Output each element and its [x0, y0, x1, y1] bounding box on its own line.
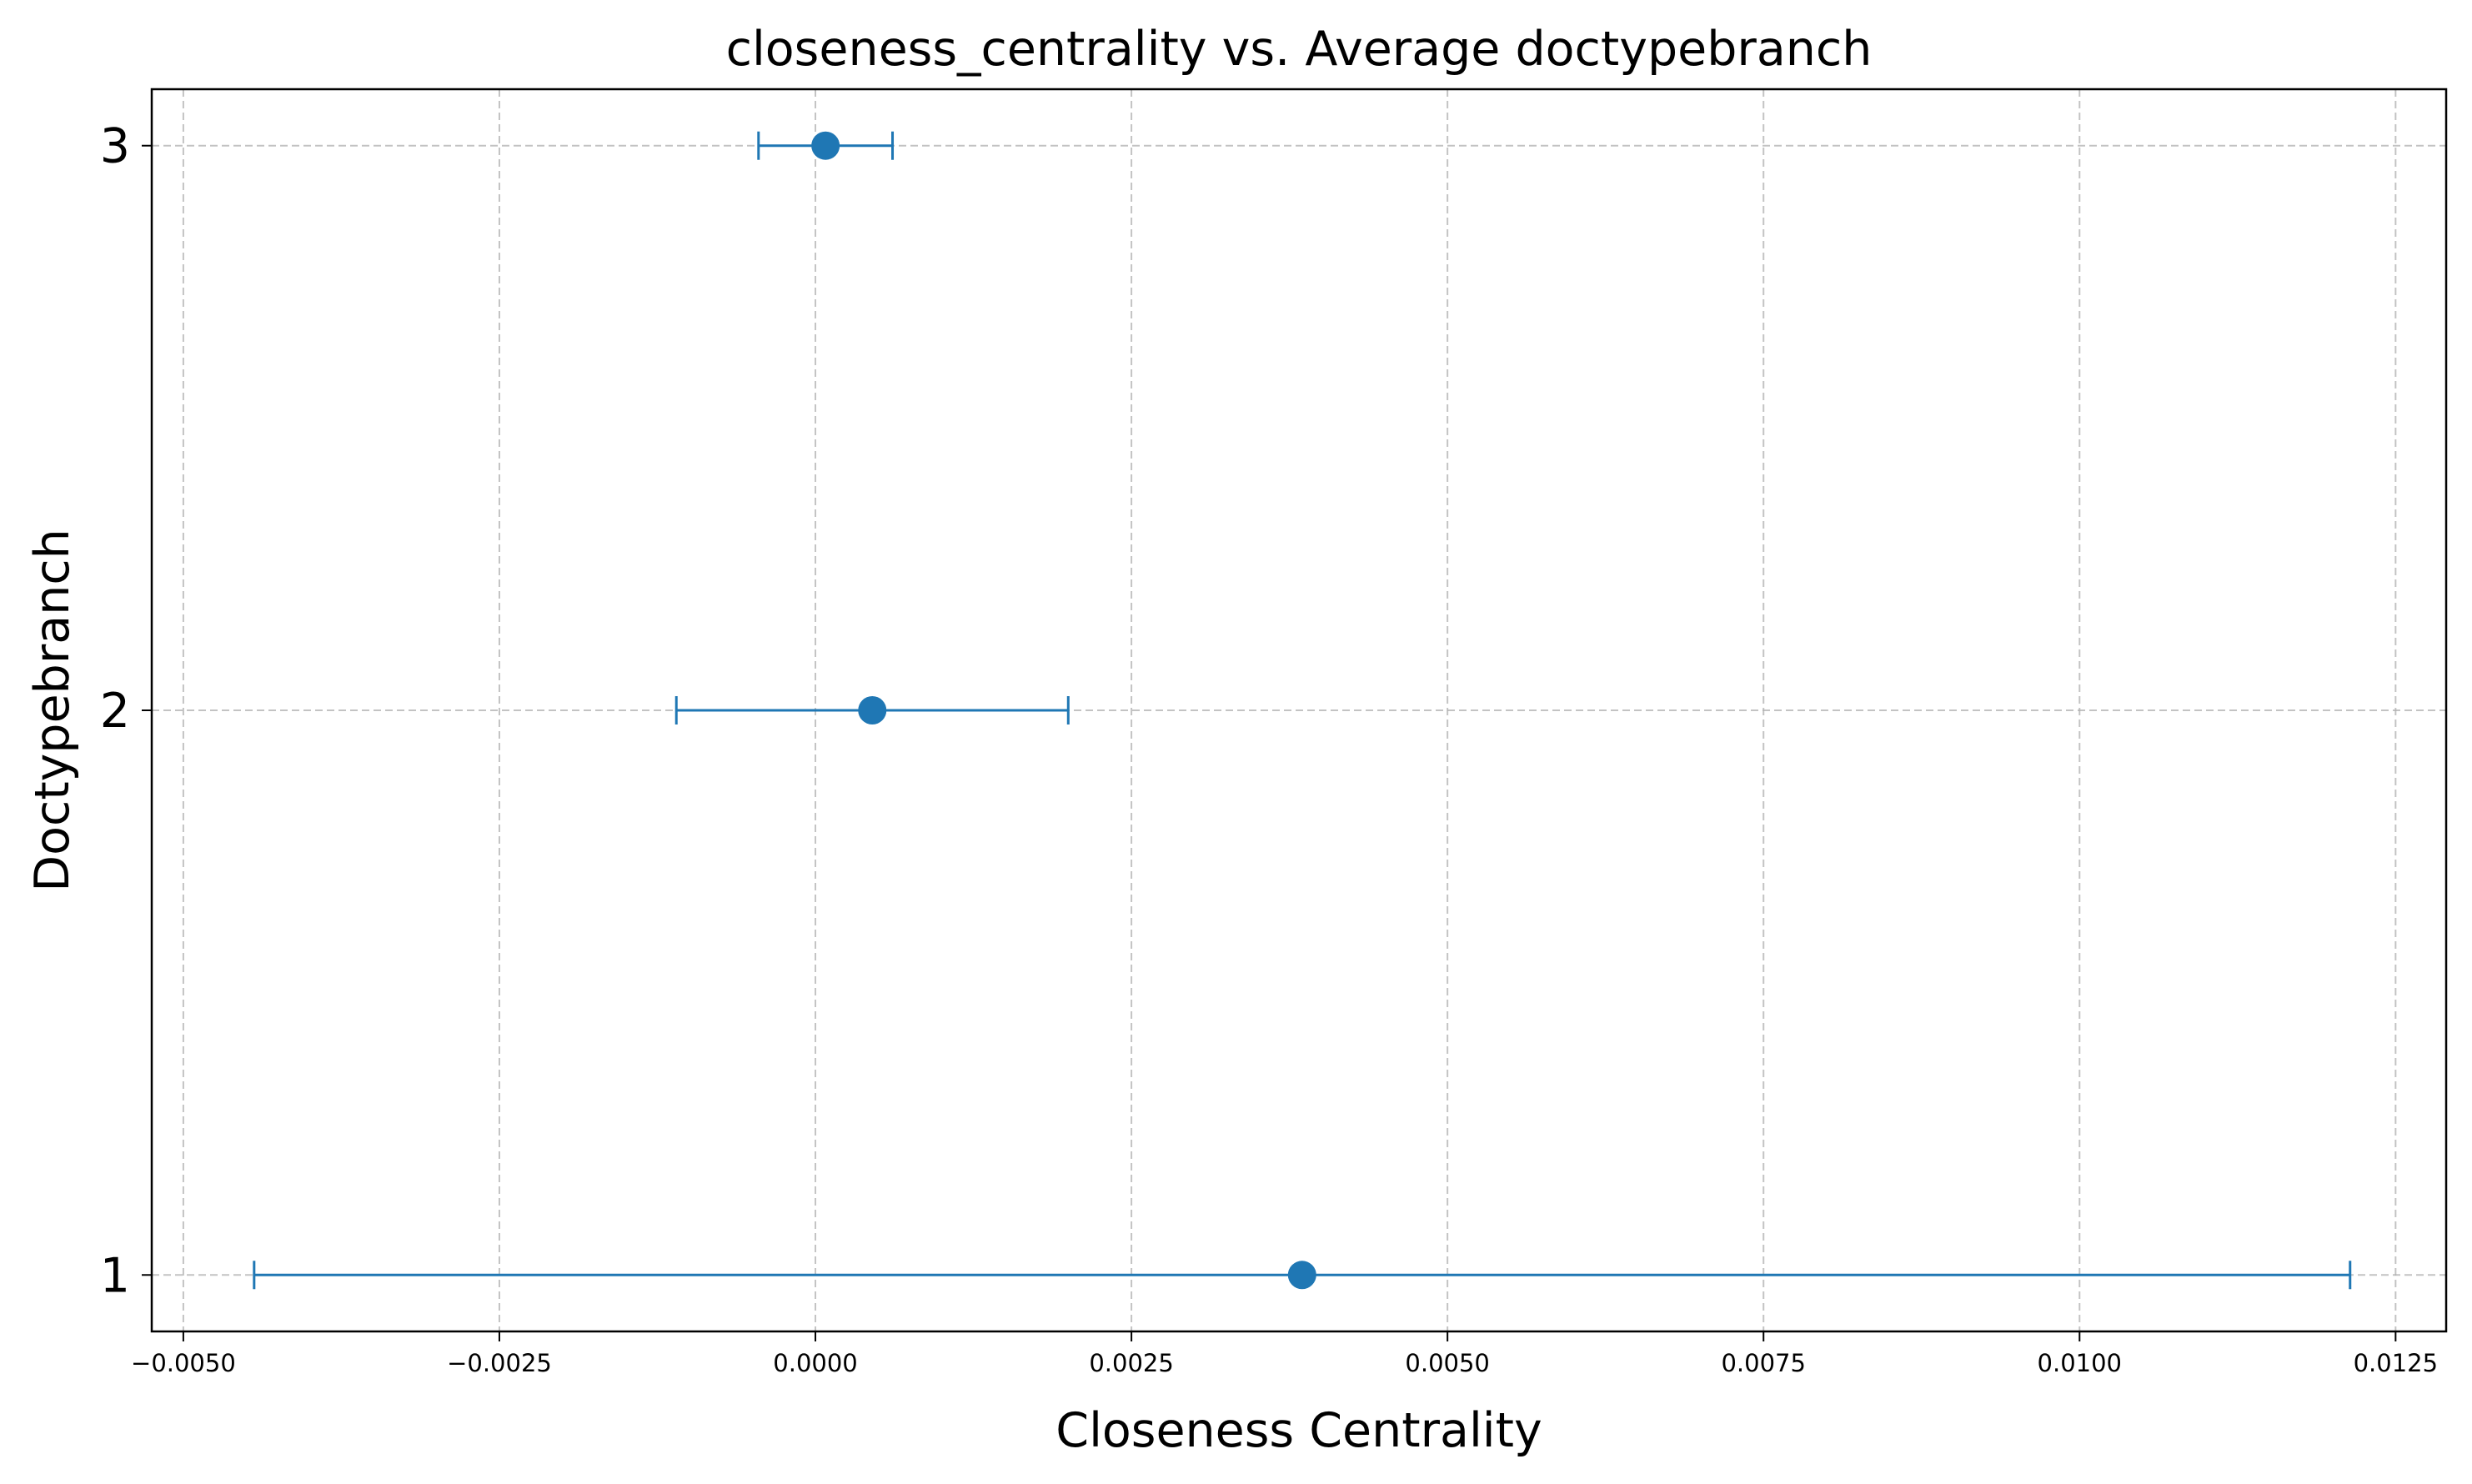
- axis-ticks: −0.0050 −0.0025 0.0000 0.0025 0.0050 0.0075 0.…: [100, 119, 2438, 1377]
- x-tick-label: −0.0050: [131, 1349, 236, 1377]
- x-tick-label: −0.0025: [447, 1349, 552, 1377]
- data-series: [253, 131, 2352, 1290]
- data-point: [1287, 1261, 1316, 1290]
- x-tick-label: 0.0050: [1405, 1349, 1489, 1377]
- x-tick-label: 0.0125: [2354, 1349, 2438, 1377]
- data-point: [858, 696, 887, 724]
- x-axis-label: Closeness Centrality: [1055, 1403, 1542, 1458]
- x-tick-label: 0.0025: [1089, 1349, 1173, 1377]
- y-tick-label: 1: [100, 1248, 130, 1303]
- y-axis-label: Doctypebranch: [25, 529, 80, 892]
- y-tick-label: 2: [100, 684, 130, 739]
- x-tick-label: 0.0000: [773, 1349, 857, 1377]
- data-point: [811, 131, 840, 160]
- y-tick-label: 3: [100, 119, 130, 174]
- x-tick-label: 0.0075: [1721, 1349, 1805, 1377]
- chart-title: closeness_centrality vs. Average doctype…: [726, 22, 1873, 77]
- x-tick-label: 0.0100: [2038, 1349, 2122, 1377]
